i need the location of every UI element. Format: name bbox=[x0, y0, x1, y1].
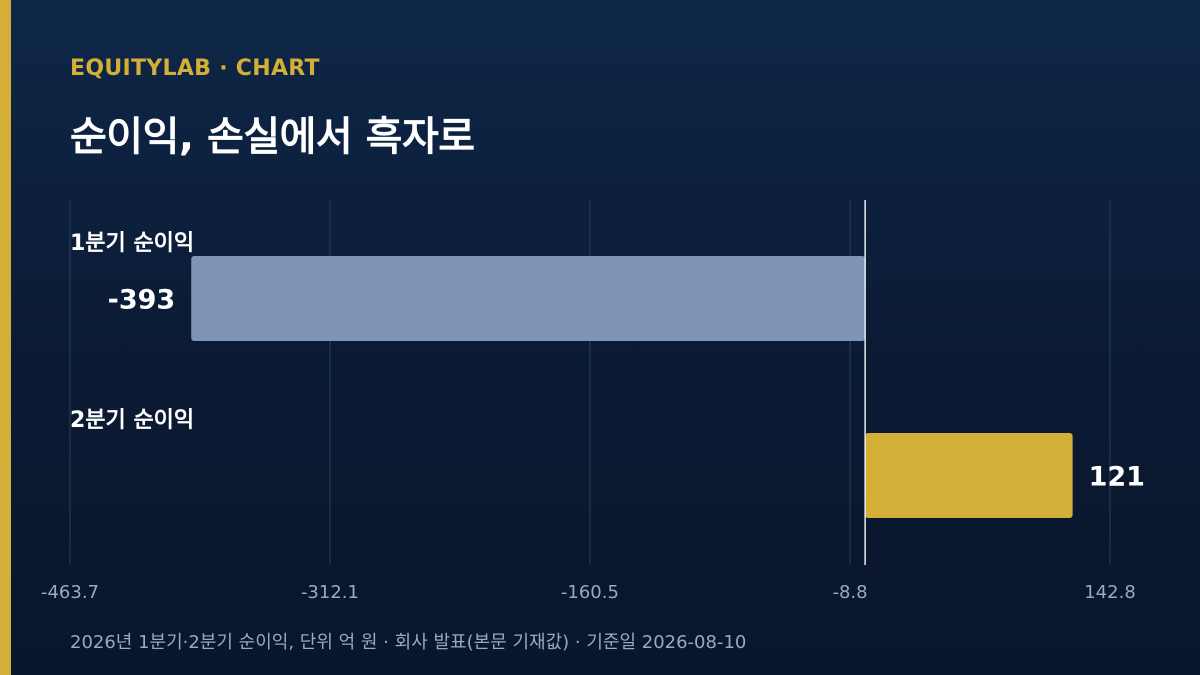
x-tick-label: -312.1 bbox=[301, 582, 359, 603]
accent-bar bbox=[0, 0, 11, 675]
bar bbox=[865, 433, 1073, 518]
x-tick-label: 142.8 bbox=[1084, 582, 1136, 603]
value-label: 121 bbox=[1089, 462, 1145, 493]
source-footnote: 2026년 1분기·2분기 순이익, 단위 억 원 · 회사 발표(본문 기재값… bbox=[70, 632, 747, 653]
x-tick-label: -160.5 bbox=[561, 582, 619, 603]
labels: -463.7 -312.1 -160.5 -8.8 142.8 1분기 순이익 -393 2분… bbox=[41, 231, 1145, 603]
bar bbox=[191, 256, 866, 341]
value-label: -393 bbox=[108, 285, 176, 316]
bars bbox=[191, 200, 1073, 565]
x-tick-label: -463.7 bbox=[41, 582, 99, 603]
x-tick-label: -8.8 bbox=[832, 582, 867, 603]
brand-label: EQUITYLAB · CHART bbox=[70, 56, 320, 81]
category-label: 1분기 순이익 bbox=[70, 231, 194, 256]
category-label: 2분기 순이익 bbox=[70, 408, 194, 433]
chart-title: 순이익, 손실에서 흑자로 bbox=[70, 114, 475, 160]
